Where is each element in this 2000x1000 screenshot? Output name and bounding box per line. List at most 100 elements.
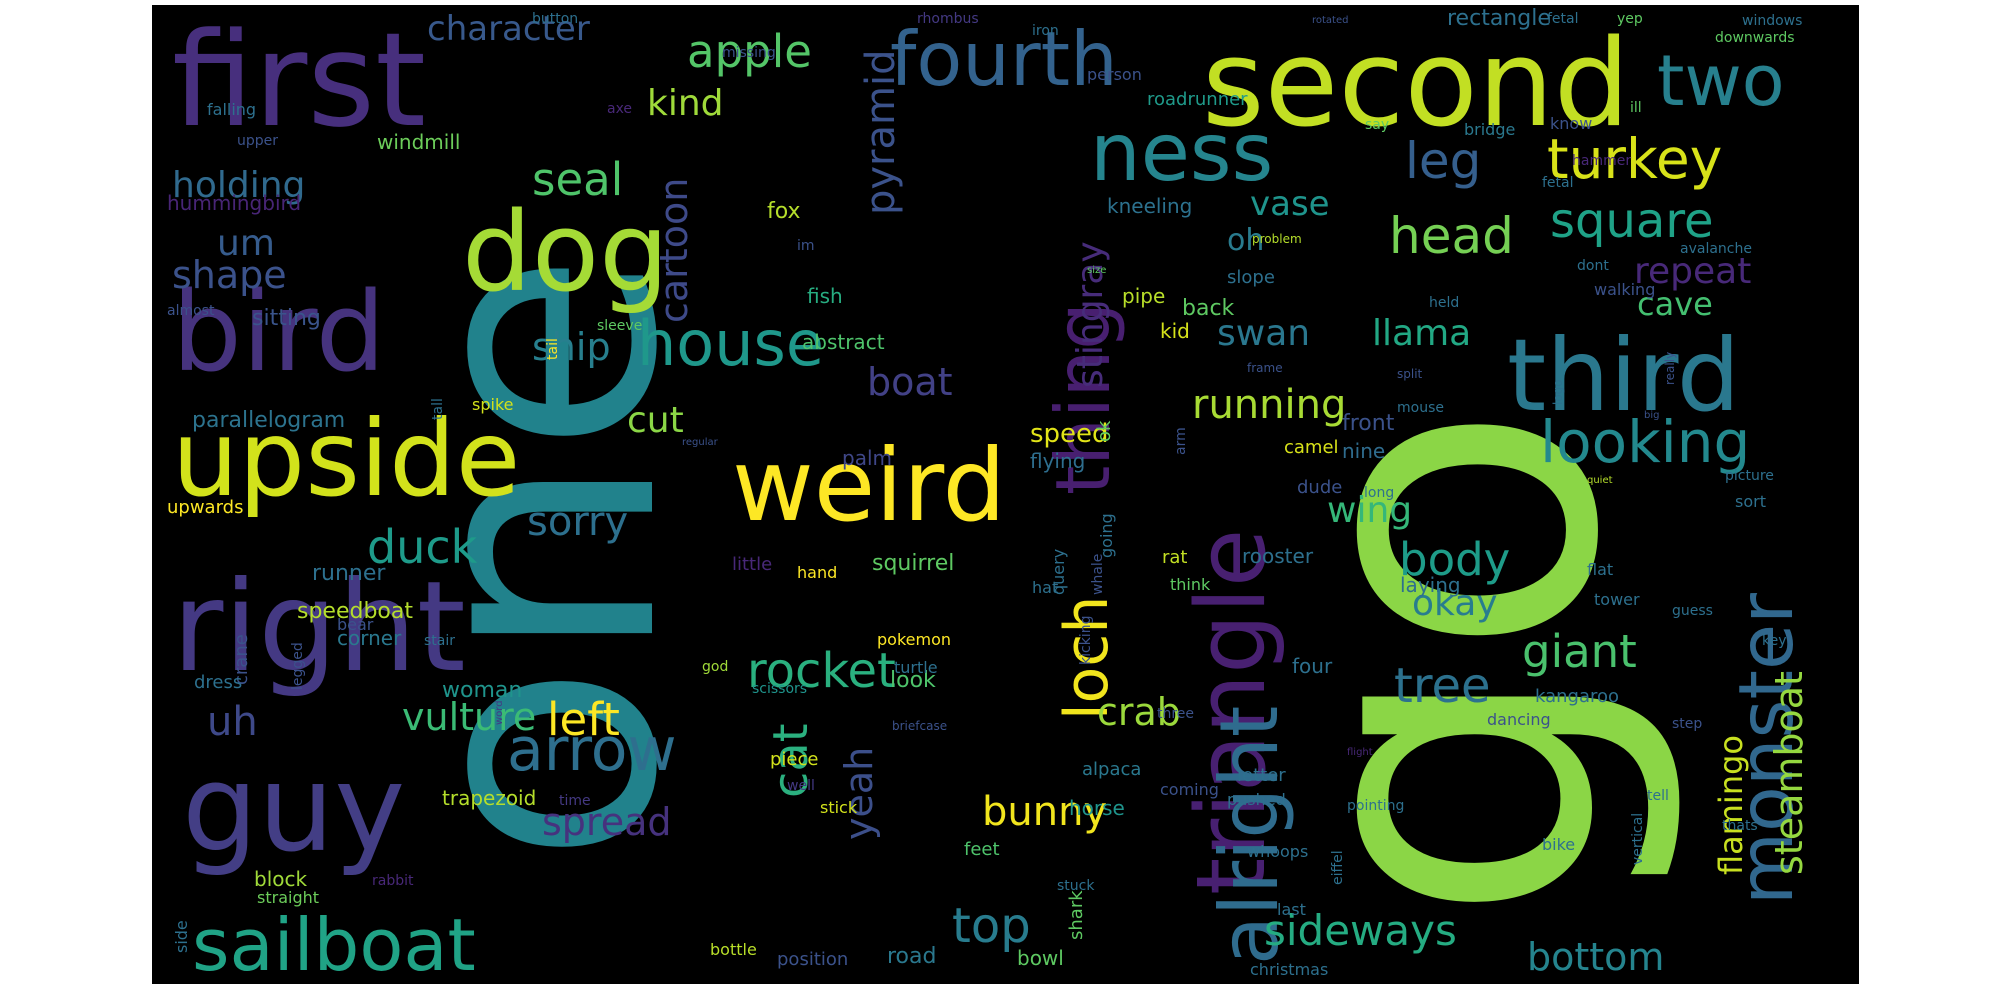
cloud-word-okay: okay [1412,583,1498,624]
cloud-word-tail: tail [545,338,561,360]
cloud-word-weird: weird [732,427,1006,544]
cloud-word-spike: spike [472,395,513,414]
cloud-word-going: going [1097,513,1116,558]
cloud-word-palm: palm [842,446,892,470]
cloud-word-pointing: pointing [1347,798,1404,814]
cloud-word-coming: coming [1160,780,1219,799]
cloud-word-slope: slope [1227,267,1275,288]
cloud-word-flat: flat [1587,560,1613,579]
cloud-word-um: um [217,223,275,264]
cloud-word-pokemon: pokemon [877,630,951,649]
cloud-word-know: know [1550,114,1592,133]
cloud-word-alpaca: alpaca [1082,759,1141,780]
cloud-word-right: right [172,555,466,700]
cloud-word-axe: axe [607,101,632,117]
cloud-word-fetal: fetal [1542,175,1574,191]
cloud-word-stair: stair [424,633,455,649]
cloud-word-think: think [1170,575,1211,594]
cloud-word-step: step [1672,716,1702,732]
cloud-word-sideways: sideways [1264,906,1457,955]
cloud-word-kicking: kicking [1078,616,1094,665]
cloud-word-camel: camel [1284,437,1339,458]
cloud-word-duck: duck [367,520,478,574]
cloud-word-parallelogram: parallelogram [192,408,345,433]
cloud-word-pyramid: pyramid [858,50,904,216]
cloud-word-left: left [547,693,620,746]
cloud-word-hummingbird: hummingbird [167,191,301,215]
cloud-word-iron: iron [1032,23,1059,39]
cloud-word-front: front [1342,411,1395,436]
cloud-word-third: third [1507,317,1740,434]
cloud-word-second: second [1202,15,1630,154]
cloud-word-position: position [777,949,848,970]
cloud-word-head: head [1389,207,1514,265]
cloud-word-hat: hat [1032,578,1058,597]
cloud-word-stick: stick [820,798,858,817]
cloud-word-rhombus: rhombus [917,11,979,27]
cloud-word-held: held [1429,295,1459,311]
cloud-word-tell: tell [1647,788,1669,804]
word-cloud-canvas: one go first second dog bird upside right guy wei… [152,5,1859,984]
cloud-word-corner: corner [337,626,402,650]
cloud-word-kneeling: kneeling [1107,194,1192,218]
cloud-word-seal: seal [532,153,623,206]
cloud-word-vulture: vulture [402,695,536,739]
cloud-word-feet: feet [964,839,1000,860]
cloud-word-ill: ill [1630,100,1642,116]
cloud-word-quiet: quiet [1587,475,1613,486]
cloud-word-upside: upside [172,398,520,520]
cloud-word-woman: woman [442,678,522,703]
cloud-word-christmas: christmas [1250,960,1328,979]
cloud-word-triangle: triangle [1177,529,1287,895]
cloud-word-tall: tall [430,398,446,420]
cloud-word-bear: bear [337,615,374,634]
cloud-word-kid: kid [1160,319,1190,343]
cloud-word-body: body [1399,533,1510,586]
cloud-word-pushed: pushed [1227,790,1286,809]
cloud-word-upper: upper [237,133,278,149]
cloud-word-rooster: rooster [1242,544,1314,568]
cloud-word-bird: bird [172,268,386,396]
cloud-word-stingray: stingray [1070,241,1111,388]
cloud-word-side: side [172,920,191,953]
cloud-word-go: go [1203,401,1692,925]
cloud-word-flamingo: flamingo [1712,735,1750,875]
cloud-word-looking: looking [1540,408,1750,476]
cloud-word-dress: dress [194,672,242,693]
cloud-word-yep: yep [1617,11,1643,27]
cloud-word-kangaroo: kangaroo [1535,686,1619,707]
cloud-word-apple: apple [687,25,812,78]
cloud-word-regular: regular [682,437,719,448]
cloud-word-speed: speed [1030,419,1109,449]
cloud-word-first: first [172,5,426,156]
cloud-word-house: house [637,307,824,380]
cloud-word-cat: cat [763,723,819,798]
cloud-word-one: one [346,251,730,865]
cloud-word-cave: cave [1637,285,1713,323]
cloud-word-windmill: windmill [377,130,460,154]
cloud-word-piece: piece [770,749,818,770]
cloud-word-logo: logo [1551,379,1565,405]
cloud-word-three: three [1157,706,1194,722]
cloud-word-top: top [952,898,1031,954]
cloud-word-sleeve: sleeve [597,318,642,334]
cloud-word-almost: almost [167,303,215,319]
cloud-word-alright: alright [1203,706,1296,965]
cloud-word-legged: legged [290,642,306,690]
cloud-word-frame: frame [1247,361,1283,375]
cloud-word-two: two [1657,40,1785,122]
cloud-word-long: long [1364,485,1394,501]
cloud-word-square: square [1550,193,1714,249]
cloud-word-leg: leg [1405,132,1481,190]
cloud-word-scissors: scissors [752,681,807,697]
cloud-word-big: big [1644,410,1659,421]
cloud-word-running: running [1192,382,1346,428]
cloud-word-really: really [1663,352,1677,385]
cloud-word-walking: walking [1594,280,1655,299]
cloud-word-loch: loch [1052,596,1122,720]
cloud-word-flying: flying [1030,449,1085,473]
cloud-word-sitting: sitting [252,306,321,331]
cloud-word-back: back [1182,296,1235,321]
cloud-word-squirrel: squirrel [872,551,954,576]
